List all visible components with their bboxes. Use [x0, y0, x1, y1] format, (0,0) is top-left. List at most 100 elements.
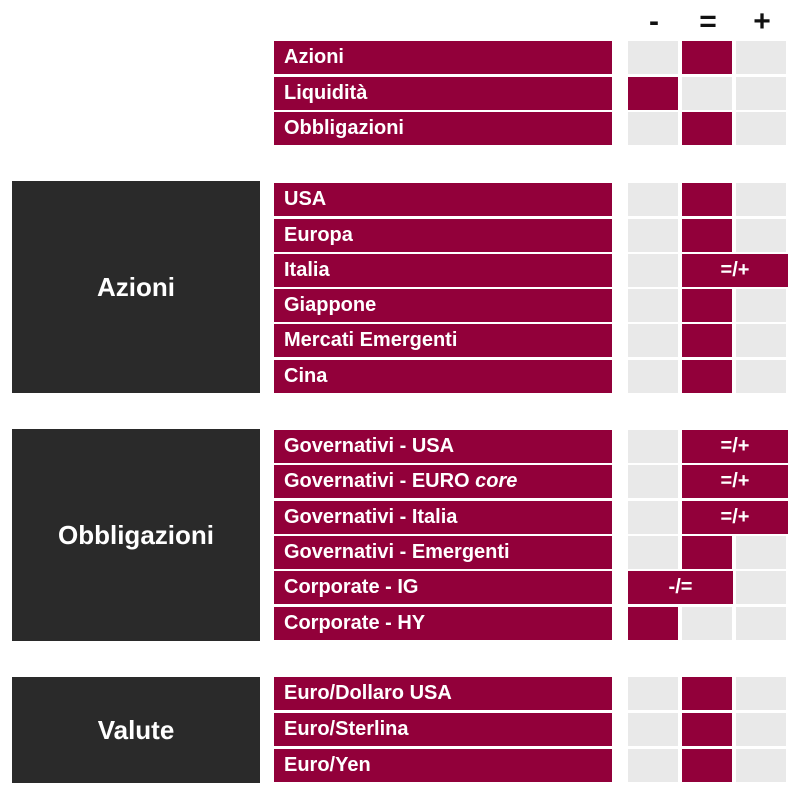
row-label-italic: core	[475, 470, 518, 492]
row-label: Cina	[274, 360, 612, 393]
rating-cell-plus	[736, 183, 786, 216]
row-label-text: Obbligazioni	[284, 117, 404, 139]
row-label-text: Cina	[284, 365, 328, 387]
rating-cell-minus	[628, 677, 678, 710]
column-header-equal: =	[699, 5, 717, 38]
row-label-text: Europa	[284, 224, 353, 246]
rating-cell-equal	[682, 41, 732, 74]
rating-cell-minus	[628, 713, 678, 746]
rating-cell-equal	[682, 677, 732, 710]
matrix-row: Azioni	[0, 41, 800, 74]
row-label-text: Corporate - HY	[284, 612, 426, 634]
column-header-plus: +	[753, 5, 771, 38]
row-label-text: Corporate - IG	[284, 576, 419, 598]
rating-cell-equal	[682, 183, 732, 216]
matrix-row: Governativi - Italia =/+	[0, 501, 800, 534]
rating-range-bar: =/+	[682, 254, 788, 287]
rating-cell-plus	[736, 571, 786, 604]
rating-cell-equal	[682, 360, 732, 393]
rating-range-bar: -/=	[628, 571, 733, 604]
rating-range-bar: =/+	[682, 430, 788, 463]
matrix-row: Italia =/+	[0, 254, 800, 287]
row-label: Governativi - Emergenti	[274, 536, 612, 569]
row-label-text: Euro/Yen	[284, 754, 371, 776]
matrix-row: Liquidità	[0, 77, 800, 110]
rating-cell-plus	[736, 219, 786, 252]
row-label: USA	[274, 183, 612, 216]
row-label: Italia	[274, 254, 612, 287]
matrix-row: Euro/Sterlina	[0, 713, 800, 746]
rating-range-bar: =/+	[682, 465, 788, 498]
rating-cell-minus	[628, 501, 678, 534]
rating-range-bar: =/+	[682, 501, 788, 534]
row-label: Euro/Yen	[274, 749, 612, 782]
matrix-row: Obbligazioni	[0, 112, 800, 145]
row-label-text: Governativi - EURO	[284, 470, 470, 492]
group-label-obbligazioni: Obbligazioni	[12, 429, 260, 641]
rating-cell-plus	[736, 536, 786, 569]
rating-cell-plus	[736, 41, 786, 74]
rating-cell-minus	[628, 41, 678, 74]
rating-cell-minus	[628, 607, 678, 640]
matrix-row: Corporate - IG -/=	[0, 571, 800, 604]
row-label: Obbligazioni	[274, 112, 612, 145]
matrix-row: Governativi - Emergenti	[0, 536, 800, 569]
matrix-row: Mercati Emergenti	[0, 324, 800, 357]
row-label: Governativi - USA	[274, 430, 612, 463]
row-label-text: Euro/Sterlina	[284, 718, 409, 740]
rating-cell-plus	[736, 607, 786, 640]
rating-cell-plus	[736, 749, 786, 782]
row-label-text: USA	[284, 188, 327, 210]
rating-cell-equal	[682, 77, 732, 110]
rating-cell-minus	[628, 465, 678, 498]
row-label: Euro/Sterlina	[274, 713, 612, 746]
matrix-row: Euro/Yen	[0, 749, 800, 782]
rating-cell-minus	[628, 183, 678, 216]
rating-cell-minus	[628, 536, 678, 569]
row-label-text: Italia	[284, 259, 330, 281]
matrix-row: Corporate - HY	[0, 607, 800, 640]
column-header-minus: -	[649, 5, 659, 38]
rating-cell-plus	[736, 360, 786, 393]
matrix-row: Euro/Dollaro USA	[0, 677, 800, 710]
rating-cell-minus	[628, 289, 678, 322]
matrix-row: Cina	[0, 360, 800, 393]
row-label-text: Governativi - Emergenti	[284, 541, 510, 563]
matrix-row: Governativi - USA =/+	[0, 430, 800, 463]
rating-cell-minus	[628, 430, 678, 463]
rating-cell-equal	[682, 536, 732, 569]
rating-cell-plus	[736, 713, 786, 746]
rating-cell-minus	[628, 254, 678, 287]
rating-cell-plus	[736, 677, 786, 710]
rating-cell-equal	[682, 289, 732, 322]
row-label-text: Governativi - Italia	[284, 506, 458, 528]
row-label: Giappone	[274, 289, 612, 322]
rating-cell-plus	[736, 289, 786, 322]
rating-cell-plus	[736, 324, 786, 357]
row-label: Azioni	[274, 41, 612, 74]
row-label: Governativi - EURO core	[274, 465, 612, 498]
rating-cell-minus	[628, 77, 678, 110]
row-label-text: Giappone	[284, 294, 377, 316]
row-label-text: Mercati Emergenti	[284, 329, 458, 351]
row-label-text: Azioni	[284, 46, 344, 68]
row-label-text: Liquidità	[284, 82, 368, 104]
matrix-row: Giappone	[0, 289, 800, 322]
row-label: Mercati Emergenti	[274, 324, 612, 357]
row-label-text: Governativi - USA	[284, 435, 455, 457]
rating-cell-minus	[628, 749, 678, 782]
group-label-valute: Valute	[12, 677, 260, 783]
rating-cell-minus	[628, 112, 678, 145]
rating-cell-equal	[682, 749, 732, 782]
rating-cell-minus	[628, 360, 678, 393]
rating-cell-plus	[736, 77, 786, 110]
rating-cell-equal	[682, 607, 732, 640]
rating-cell-plus	[736, 112, 786, 145]
rating-cell-equal	[682, 219, 732, 252]
matrix-row: Governativi - EURO core =/+	[0, 465, 800, 498]
rating-cell-minus	[628, 324, 678, 357]
row-label-text: Euro/Dollaro USA	[284, 682, 452, 704]
rating-cell-equal	[682, 324, 732, 357]
row-label: Corporate - IG	[274, 571, 612, 604]
